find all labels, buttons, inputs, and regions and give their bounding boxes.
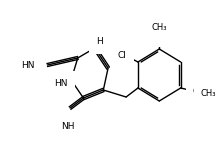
Text: CH₃: CH₃	[201, 90, 216, 98]
Text: CH₃: CH₃	[151, 22, 167, 32]
Text: HN: HN	[21, 60, 34, 70]
Text: NH: NH	[61, 122, 75, 131]
Text: O: O	[156, 31, 163, 39]
Text: Cl: Cl	[118, 52, 127, 60]
Text: H: H	[96, 37, 103, 47]
Text: H: H	[95, 38, 102, 48]
Text: O: O	[193, 88, 200, 96]
Text: HN: HN	[54, 78, 67, 88]
